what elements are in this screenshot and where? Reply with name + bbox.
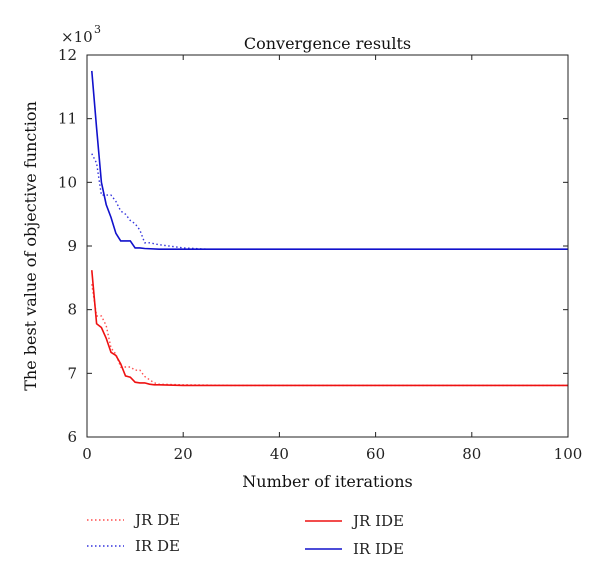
x-axis-label: Number of iterations <box>242 472 412 491</box>
y-axis-multiplier: ×10 3 <box>61 23 101 46</box>
y-tick-label: 7 <box>67 364 77 382</box>
y-tick-label: 11 <box>58 110 77 128</box>
legend-label: JR IDE <box>351 512 404 530</box>
series-line-ir-de <box>91 153 568 250</box>
x-tick-label: 0 <box>82 445 92 463</box>
legend-label: IR IDE <box>353 540 404 558</box>
y-tick-label: 6 <box>67 428 77 446</box>
y-tick-label: 12 <box>58 46 77 64</box>
x-tick-label: 60 <box>366 445 385 463</box>
axis-ticks: 0 20 40 60 80 100 6 7 8 9 10 11 12 <box>58 46 582 463</box>
y-multiplier-base: ×10 <box>61 28 93 46</box>
x-tick-label: 80 <box>462 445 481 463</box>
y-tick-label: 8 <box>67 301 77 319</box>
y-multiplier-exponent: 3 <box>94 23 101 36</box>
y-tick-label: 10 <box>58 173 77 191</box>
series-line-ir-ide <box>91 70 568 250</box>
x-tick-label: 100 <box>554 445 583 463</box>
series-layer <box>91 70 568 387</box>
y-axis-label: The best value of objective function <box>21 101 40 391</box>
chart-title: Convergence results <box>244 34 411 53</box>
legend-label: IR DE <box>135 537 180 555</box>
y-tick-label: 9 <box>67 237 77 255</box>
x-tick-label: 20 <box>174 445 193 463</box>
legend-label: JR DE <box>133 511 180 529</box>
series-line-jr-ide <box>91 270 568 387</box>
x-tick-label: 40 <box>270 445 289 463</box>
legend: JR DE IR DE JR IDE IR IDE <box>87 511 404 558</box>
plot-area-frame <box>86 54 569 438</box>
series-line-jr-de <box>91 284 568 387</box>
